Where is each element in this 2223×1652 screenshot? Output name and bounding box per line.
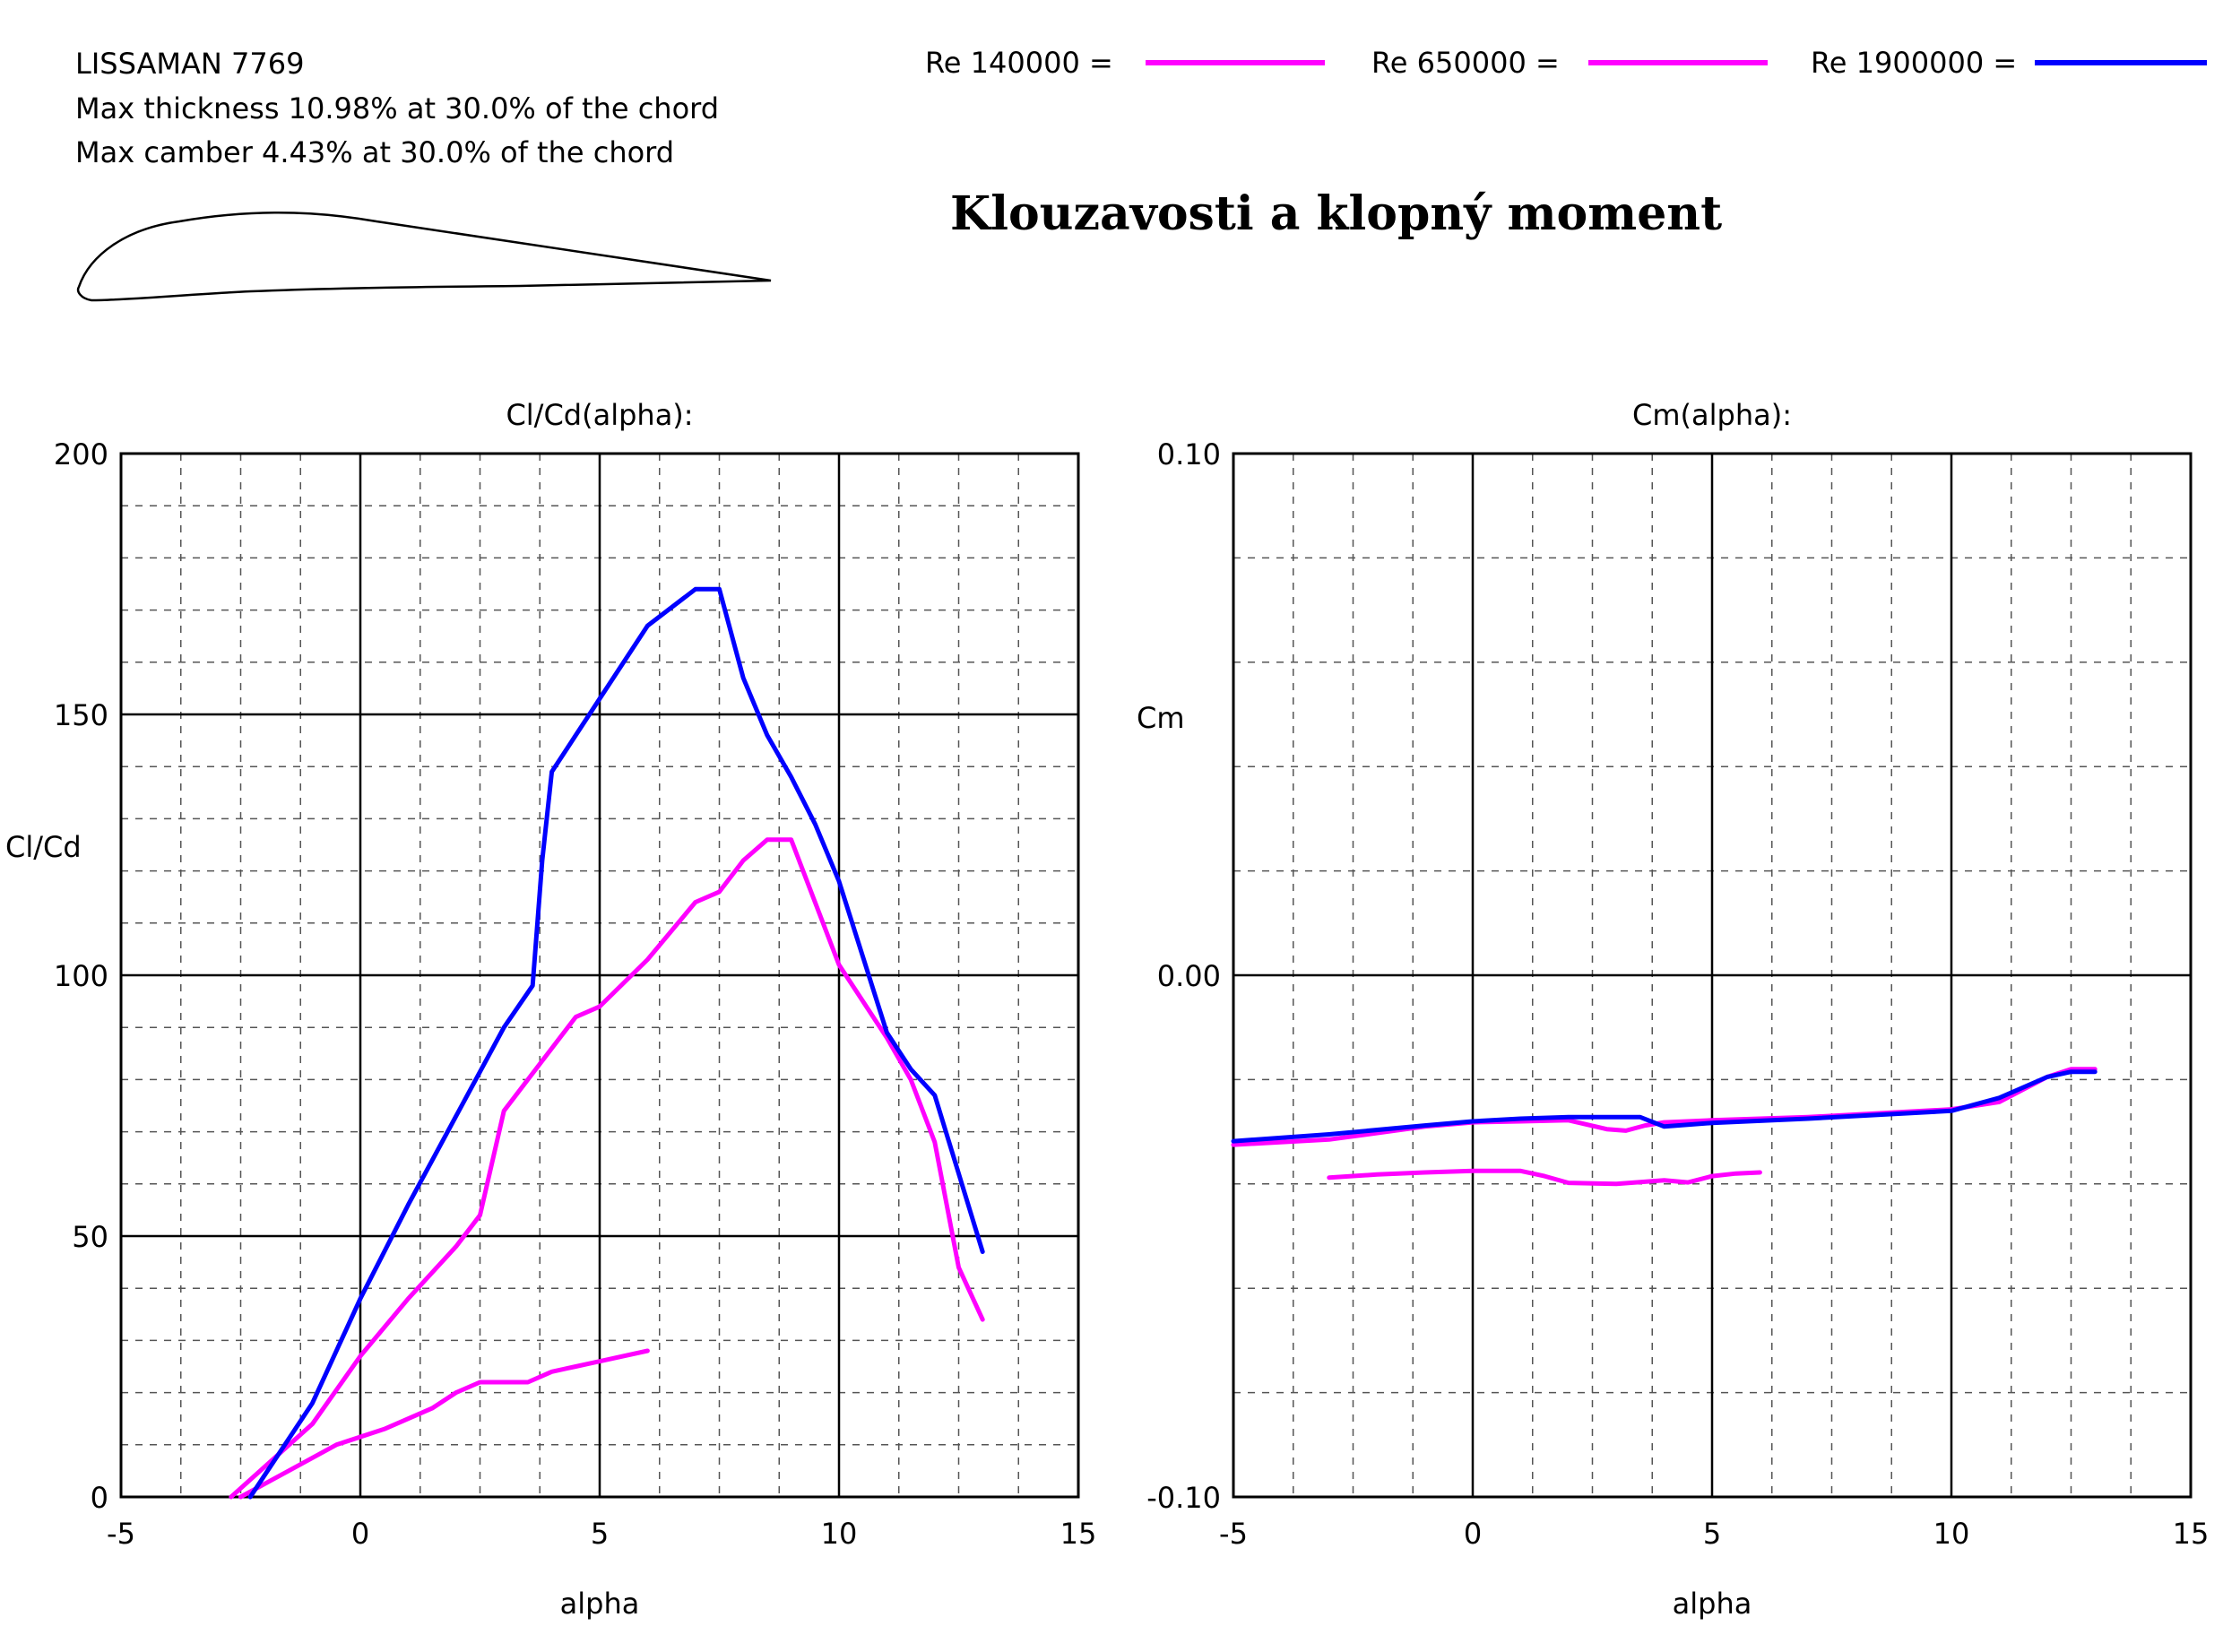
x-tick-label: 5: [1703, 1517, 1721, 1551]
chart-title: Cl/Cd(alpha):: [506, 398, 693, 432]
y-tick-label: 150: [54, 698, 108, 732]
y-tick-label: 0.00: [1157, 959, 1221, 993]
y-tick-label: 200: [54, 437, 108, 471]
x-tick-label: -5: [107, 1517, 135, 1551]
series-line-re-140000: [1327, 1168, 1762, 1187]
x-tick-label: 5: [591, 1517, 609, 1551]
plot-frame: [119, 452, 1080, 1499]
legend-swatches: [1146, 60, 2207, 65]
airfoil-shape: [76, 211, 772, 302]
plot-frame: [1232, 452, 2193, 1499]
chart-clcd: -5 0 5 10 15050100150200Cl/Cd(alpha):alphaCl…: [5, 398, 1097, 1621]
series-line-re-650000: [229, 837, 985, 1500]
thickness-info: Max thickness 10.98% at 30.0% of the cho…: [75, 91, 720, 125]
y-tick-label: -0.10: [1146, 1481, 1221, 1515]
y-tick-label: 0.10: [1157, 437, 1221, 471]
x-axis-label: alpha: [560, 1587, 640, 1621]
x-tick-label: 0: [1464, 1517, 1482, 1551]
x-tick-label: 15: [2173, 1517, 2210, 1551]
chart-cm: -5 0 5 10 15 -0.10 0.00 0.10 Cm(alpha): alpha Cm: [1137, 398, 2210, 1621]
camber-info: Max camber 4.43% at 30.0% of the chord: [75, 135, 675, 169]
chart-title: Cm(alpha):: [1632, 398, 1792, 432]
series-line-re-140000: [238, 1348, 650, 1500]
x-tick-label: 15: [1060, 1517, 1097, 1551]
legend-label-re-1900000: Re 1900000 =: [1811, 46, 2018, 80]
y-axis-label: Cl/Cd: [5, 830, 82, 864]
y-axis-label: Cm: [1137, 701, 1185, 735]
y-tick-label: 50: [72, 1220, 108, 1254]
x-tick-label: 10: [821, 1517, 858, 1551]
legend-label-re-140000: Re 140000 =: [925, 46, 1113, 80]
series-line-re-1900000: [1231, 1069, 2098, 1144]
airfoil-name: LISSAMAN 7769: [75, 47, 305, 81]
x-tick-label: 0: [351, 1517, 369, 1551]
figure-title: Klouzavosti a klopný moment: [950, 186, 1723, 241]
x-axis-label: alpha: [1673, 1587, 1752, 1621]
legend-label-re-650000: Re 650000 =: [1371, 46, 1560, 80]
series-line-re-1900000: [247, 586, 985, 1500]
x-tick-label: -5: [1219, 1517, 1248, 1551]
y-tick-label: 100: [54, 959, 108, 993]
y-tick-label: 0: [91, 1481, 108, 1515]
x-tick-label: 10: [1933, 1517, 1970, 1551]
